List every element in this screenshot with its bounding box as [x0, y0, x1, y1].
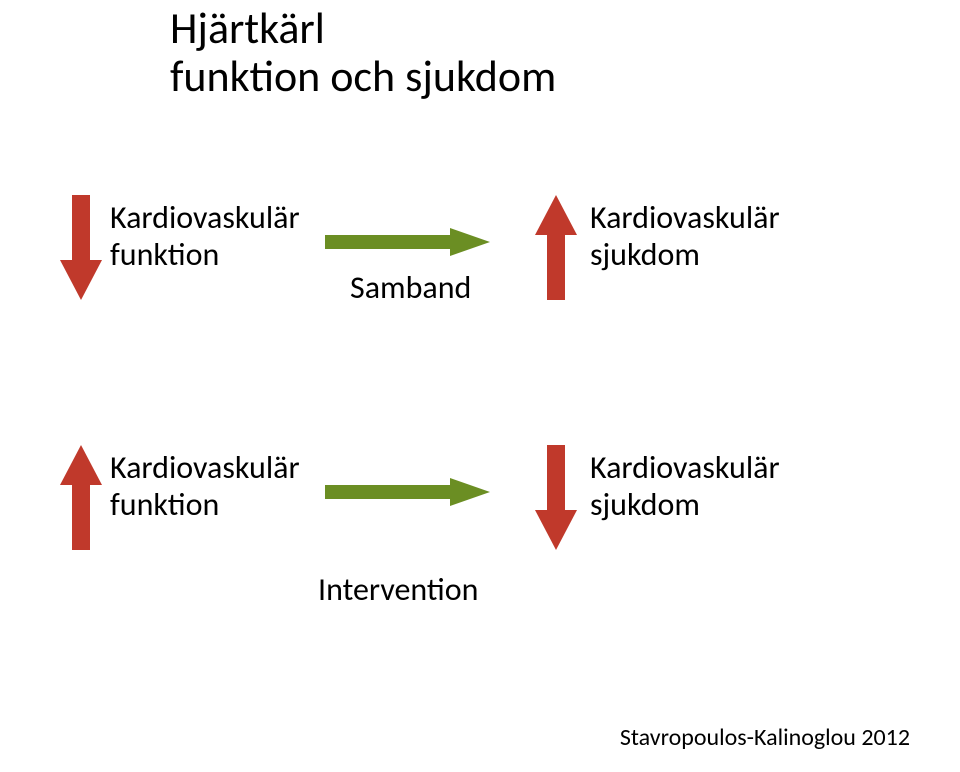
row1-right-text: Kardiovaskulär sjukdom: [590, 200, 780, 274]
title-line2: funktion och sjukdom: [170, 49, 556, 103]
row1-left-text: Kardiovaskulär funktion: [110, 200, 300, 274]
arrow-down-icon: [535, 445, 577, 550]
row2-left-text: Kardiovaskulär funktion: [110, 450, 300, 524]
arrow-down-icon: [60, 195, 102, 300]
connector-arrow-icon: [325, 228, 490, 256]
row1-connector-label: Samband: [350, 268, 471, 307]
connector-arrow-icon: [325, 478, 490, 506]
row2-right-line1: Kardiovaskulär: [590, 448, 780, 487]
row2-left-line1: Kardiovaskulär: [110, 448, 300, 487]
citation-text: Stavropoulos-Kalinoglou 2012: [620, 723, 910, 752]
row1-right-line2: sjukdom: [590, 235, 700, 274]
slide: Hjärtkärl funktion och sjukdom Kardiovas…: [0, 0, 960, 772]
slide-title: Hjärtkärl funktion och sjukdom: [170, 4, 556, 101]
row1-left-line1: Kardiovaskulär: [110, 198, 300, 237]
arrow-up-icon: [60, 445, 102, 550]
row2-connector-label: Intervention: [318, 570, 478, 609]
row2-left-line2: funktion: [110, 485, 219, 524]
row2-right-line2: sjukdom: [590, 485, 700, 524]
row2-right-text: Kardiovaskulär sjukdom: [590, 450, 780, 524]
title-line1: Hjärtkärl: [170, 1, 325, 55]
arrow-up-icon: [535, 195, 577, 300]
row1-left-line2: funktion: [110, 235, 219, 274]
row1-right-line1: Kardiovaskulär: [590, 198, 780, 237]
